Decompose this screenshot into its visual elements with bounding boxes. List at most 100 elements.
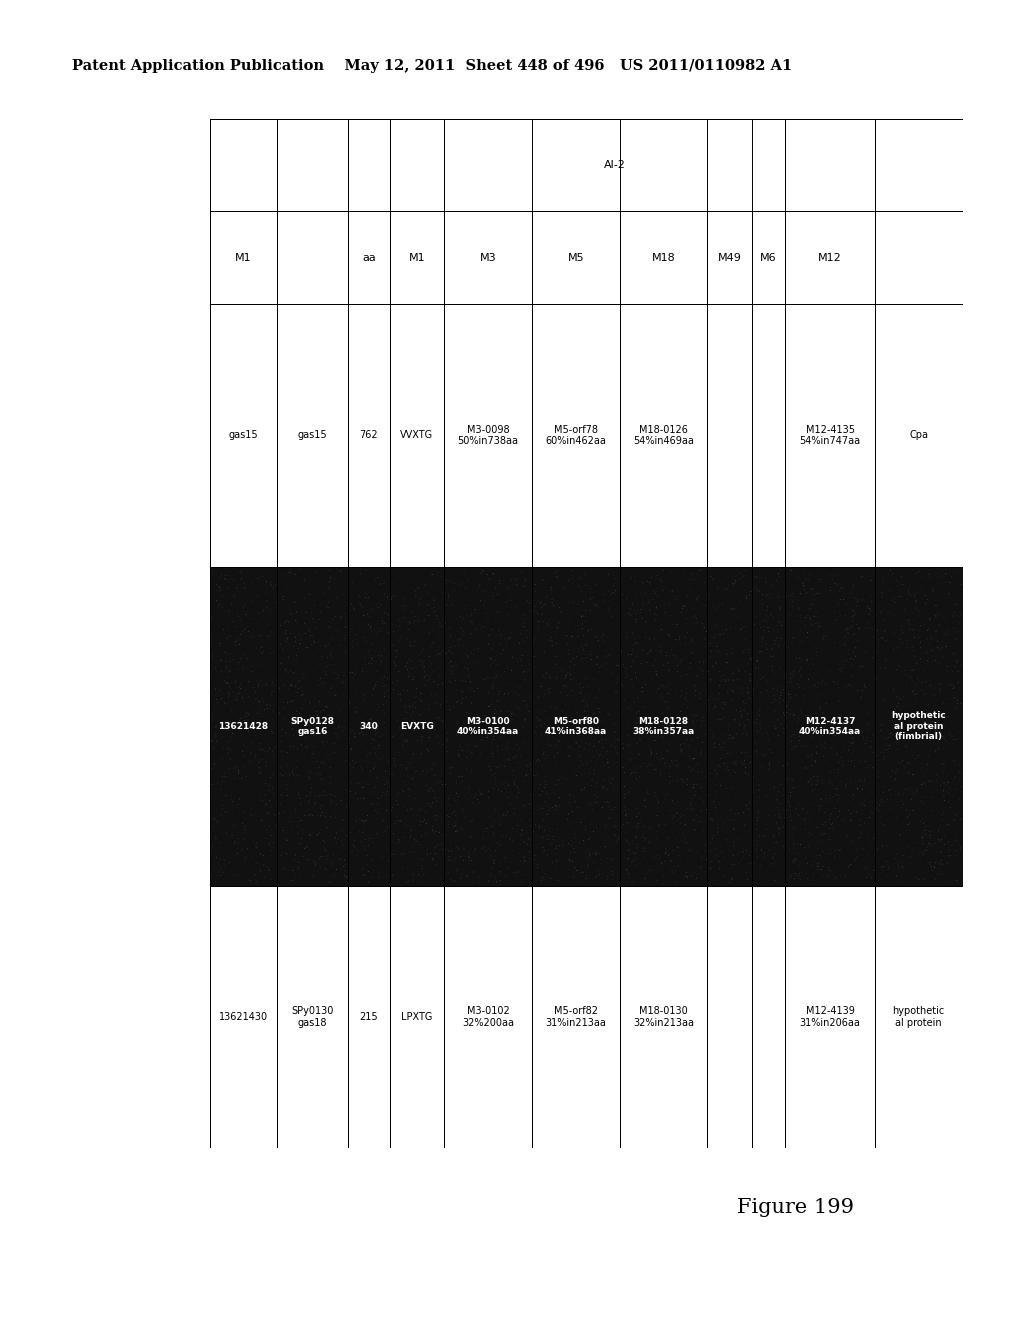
Point bbox=[631, 701, 647, 722]
Point bbox=[816, 717, 833, 738]
Point bbox=[653, 744, 670, 766]
Point bbox=[908, 714, 925, 735]
Point bbox=[845, 665, 861, 686]
Point bbox=[386, 763, 402, 784]
Point bbox=[369, 718, 385, 739]
Point bbox=[244, 661, 260, 682]
Point bbox=[859, 843, 876, 865]
Point bbox=[834, 713, 850, 734]
Point bbox=[458, 671, 474, 692]
Point bbox=[879, 729, 895, 750]
Point bbox=[752, 700, 768, 721]
Point bbox=[374, 607, 390, 628]
Point bbox=[817, 836, 834, 857]
Point bbox=[522, 816, 539, 837]
Point bbox=[913, 787, 930, 808]
Point bbox=[642, 572, 658, 593]
Point bbox=[581, 763, 597, 784]
Point bbox=[531, 751, 548, 772]
Point bbox=[562, 664, 579, 685]
Point bbox=[297, 818, 313, 840]
Point bbox=[686, 777, 702, 799]
Point bbox=[220, 719, 237, 741]
Point bbox=[205, 702, 221, 723]
Point bbox=[862, 599, 879, 620]
Point bbox=[812, 697, 828, 718]
Point bbox=[815, 702, 831, 723]
Point bbox=[706, 698, 722, 719]
Point bbox=[499, 578, 515, 599]
Point bbox=[703, 851, 720, 873]
Point bbox=[841, 586, 857, 607]
Point bbox=[853, 822, 869, 843]
Point bbox=[245, 847, 261, 869]
Point bbox=[856, 813, 872, 834]
Point bbox=[545, 723, 561, 744]
Point bbox=[900, 762, 916, 783]
Point bbox=[232, 610, 249, 631]
Point bbox=[287, 845, 303, 866]
Point bbox=[261, 833, 278, 854]
Point bbox=[492, 755, 508, 776]
Point bbox=[785, 586, 802, 607]
Point bbox=[290, 638, 306, 659]
Point bbox=[636, 752, 652, 774]
Point bbox=[573, 635, 590, 656]
Point bbox=[461, 777, 477, 799]
Point bbox=[364, 866, 380, 887]
Point bbox=[440, 582, 457, 603]
Point bbox=[496, 714, 512, 735]
Point bbox=[947, 628, 964, 649]
Point bbox=[881, 799, 897, 820]
Point bbox=[297, 595, 313, 616]
Point bbox=[934, 863, 950, 884]
Point bbox=[280, 692, 296, 713]
Point bbox=[741, 853, 758, 874]
Point bbox=[794, 631, 810, 652]
Point bbox=[267, 593, 284, 614]
Point bbox=[426, 671, 442, 692]
Point bbox=[745, 711, 762, 733]
Point bbox=[301, 762, 317, 783]
Point bbox=[288, 863, 304, 884]
Point bbox=[607, 579, 624, 601]
Point bbox=[844, 582, 860, 603]
Point bbox=[360, 871, 377, 892]
Point bbox=[644, 715, 660, 737]
Bar bbox=[785, 304, 874, 566]
Point bbox=[223, 726, 240, 747]
Point bbox=[879, 866, 895, 887]
Point bbox=[455, 688, 471, 709]
Point bbox=[951, 767, 968, 788]
Point bbox=[311, 756, 328, 777]
Point bbox=[486, 651, 503, 672]
Point bbox=[548, 775, 564, 796]
Point bbox=[689, 710, 706, 731]
Point bbox=[825, 787, 842, 808]
Point bbox=[365, 576, 381, 597]
Point bbox=[570, 768, 587, 789]
Point bbox=[730, 829, 746, 850]
Point bbox=[333, 821, 349, 842]
Point bbox=[370, 593, 386, 614]
Point bbox=[772, 677, 788, 698]
Point bbox=[406, 702, 422, 723]
Point bbox=[895, 783, 911, 804]
Point bbox=[442, 660, 459, 681]
Point bbox=[412, 810, 428, 832]
Point bbox=[776, 718, 793, 739]
Point bbox=[504, 709, 520, 730]
Point bbox=[296, 615, 312, 636]
Point bbox=[936, 729, 952, 750]
Point bbox=[739, 677, 756, 698]
Point bbox=[599, 733, 615, 754]
Point bbox=[873, 714, 890, 735]
Point bbox=[753, 616, 769, 638]
Point bbox=[905, 583, 922, 605]
Point bbox=[233, 822, 250, 843]
Point bbox=[529, 857, 546, 878]
Point bbox=[366, 678, 382, 700]
Point bbox=[682, 579, 698, 601]
Point bbox=[466, 690, 482, 711]
Point bbox=[447, 772, 464, 793]
